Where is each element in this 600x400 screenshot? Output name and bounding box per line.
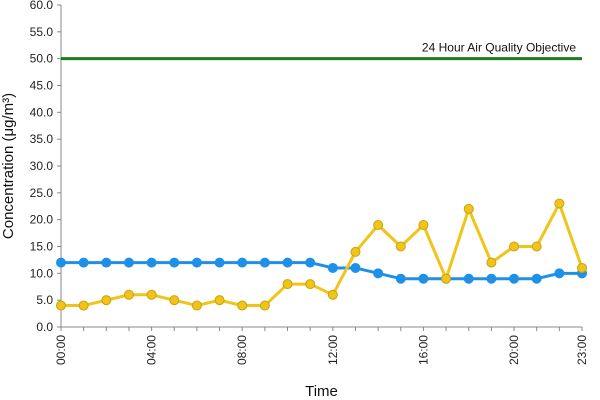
- data-point: [78, 257, 89, 268]
- y-tick-label: 35.0: [30, 132, 54, 146]
- data-point: [327, 289, 338, 300]
- data-point: [531, 273, 542, 284]
- data-point: [169, 295, 180, 306]
- data-point: [237, 300, 248, 311]
- series-group: [56, 198, 587, 311]
- x-tick-label: 04:00: [145, 335, 159, 365]
- data-point: [56, 300, 66, 311]
- y-tick-label: 50.0: [30, 52, 54, 66]
- series-2-line: [61, 202, 584, 308]
- x-tick-label: 00:00: [54, 335, 68, 365]
- data-point: [327, 262, 338, 273]
- data-point: [531, 241, 542, 252]
- data-point: [191, 300, 202, 311]
- x-axis: 00:00 04:00 08:00 12:00 16:00 20:00 23:00: [54, 326, 589, 365]
- data-point: [463, 203, 474, 214]
- data-point: [486, 273, 497, 284]
- data-point: [350, 262, 361, 273]
- data-point: [237, 257, 248, 268]
- y-tick-label: 40.0: [30, 105, 54, 119]
- data-point: [395, 273, 406, 284]
- series-1-line: [61, 261, 582, 281]
- data-point: [282, 279, 293, 290]
- data-point: [463, 273, 474, 284]
- y-tick-label: 60.0: [30, 0, 54, 12]
- x-tick-label: 12:00: [326, 335, 340, 365]
- y-axis-title: Concentration (μg/m³): [0, 93, 17, 239]
- x-axis-title: Time: [305, 383, 338, 400]
- data-point: [418, 220, 429, 231]
- data-point: [554, 198, 565, 209]
- data-point: [101, 257, 112, 268]
- data-point: [146, 257, 157, 268]
- data-point: [78, 300, 89, 311]
- data-point: [577, 262, 587, 273]
- data-point: [123, 289, 134, 300]
- y-tick-label: 55.0: [30, 25, 54, 39]
- series-1: [56, 257, 587, 284]
- y-axis: 0.0 5.0 10.0 15.0 20.0 25.0 30.0 35.0 40.0 45.0 50…: [30, 0, 62, 334]
- reference-line-label: 24 Hour Air Quality Objective: [422, 41, 576, 55]
- data-point: [305, 257, 316, 268]
- data-point: [214, 257, 225, 268]
- data-point: [259, 257, 270, 268]
- x-tick-label: 23:00: [575, 335, 589, 365]
- data-point: [350, 246, 361, 257]
- y-tick-label: 25.0: [30, 186, 54, 200]
- data-point: [56, 257, 66, 268]
- data-point: [395, 241, 406, 252]
- data-point: [441, 273, 452, 284]
- x-tick-label: 08:00: [235, 335, 249, 365]
- data-point: [486, 257, 497, 268]
- data-point: [373, 220, 384, 231]
- data-point: [373, 268, 384, 279]
- y-tick-label: 20.0: [30, 213, 54, 227]
- data-point: [123, 257, 134, 268]
- data-point: [418, 273, 429, 284]
- data-point: [509, 241, 520, 252]
- series-2: [56, 198, 587, 311]
- y-tick-label: 10.0: [30, 266, 54, 280]
- data-point: [509, 273, 520, 284]
- data-point: [191, 257, 202, 268]
- data-point: [259, 300, 270, 311]
- y-tick-label: 45.0: [30, 79, 54, 93]
- data-point: [169, 257, 180, 268]
- data-point: [214, 295, 225, 306]
- data-point: [101, 295, 112, 306]
- y-tick-label: 30.0: [30, 159, 54, 173]
- y-tick-label: 5.0: [36, 293, 53, 307]
- data-point: [146, 289, 157, 300]
- data-point: [554, 268, 565, 279]
- x-tick-label: 16:00: [416, 335, 430, 365]
- data-point: [282, 257, 293, 268]
- data-point: [305, 279, 316, 290]
- x-tick-label: 20:00: [507, 335, 521, 365]
- y-tick-label: 0.0: [36, 320, 53, 334]
- y-tick-label: 15.0: [30, 240, 54, 254]
